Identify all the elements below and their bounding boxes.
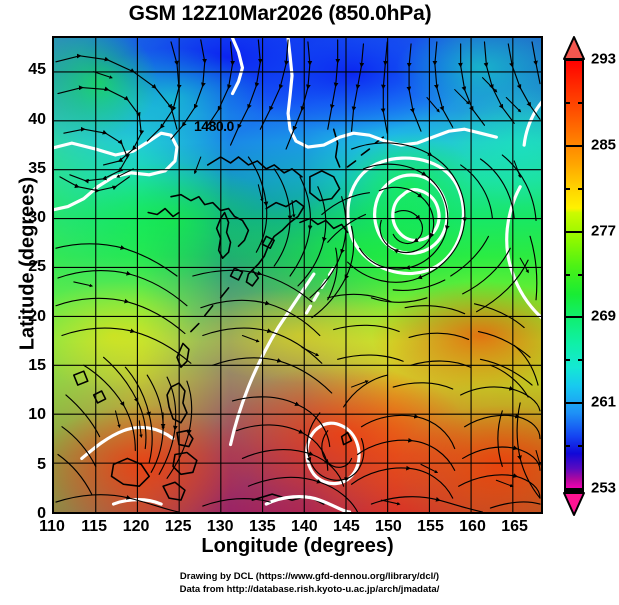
colorbar-tick-261 xyxy=(564,402,584,405)
x-tick-125: 125 xyxy=(164,518,192,535)
y-tick-5: 5 xyxy=(37,455,46,473)
y-tick-20: 20 xyxy=(28,307,46,325)
x-tick-115: 115 xyxy=(81,518,107,535)
streamline-layer xyxy=(55,39,541,512)
colorbar-minor-tick xyxy=(564,273,570,276)
colorbar-label-277: 277 xyxy=(591,222,617,240)
colorbar-minor-tick xyxy=(578,101,584,104)
colorbar-label-253: 253 xyxy=(591,479,617,497)
map-gridlines xyxy=(54,38,541,512)
x-tick-110: 110 xyxy=(39,518,65,535)
colorbar-label-285: 285 xyxy=(591,136,617,154)
map-plot-area: 1480.0 xyxy=(52,36,543,514)
colorbar-tick-277 xyxy=(564,230,584,233)
y-tick-45: 45 xyxy=(28,61,46,79)
height-contour-layer xyxy=(54,38,541,512)
colorbar-tick-253 xyxy=(564,488,584,490)
colorbar-minor-tick xyxy=(578,187,584,190)
contour-label: 1480.0 xyxy=(194,118,234,134)
footer-line-drawing: Drawing by DCL (https://www.gfd-dennou.o… xyxy=(179,571,440,582)
temperature-field-layer xyxy=(54,38,541,512)
temperature-streamline-map xyxy=(54,38,541,512)
x-tick-155: 155 xyxy=(417,518,444,535)
colorbar-minor-tick xyxy=(564,445,570,448)
y-tick-15: 15 xyxy=(28,357,46,375)
colorbar-minor-tick xyxy=(564,187,570,190)
x-tick-140: 140 xyxy=(290,518,318,535)
x-tick-120: 120 xyxy=(122,518,150,535)
colorbar-minor-tick xyxy=(564,359,570,362)
x-tick-130: 130 xyxy=(206,518,234,535)
y-tick-30: 30 xyxy=(28,209,46,227)
colorbar-over-cap xyxy=(563,36,585,60)
footer-line-data: Data from http://database.rish.kyoto-u.a… xyxy=(179,584,440,595)
colorbar-minor-tick xyxy=(564,101,570,104)
x-tick-135: 135 xyxy=(248,518,276,535)
colorbar-label-261: 261 xyxy=(591,393,617,411)
colorbar-under-cap xyxy=(563,492,585,516)
y-tick-40: 40 xyxy=(28,110,46,128)
colorbar: 293 285 277 269 261 253 xyxy=(563,36,616,516)
colorbar-label-269: 269 xyxy=(591,307,617,325)
x-tick-145: 145 xyxy=(333,518,360,535)
footer-credits: Drawing by DCL (https://www.gfd-dennou.o… xyxy=(0,570,619,596)
colorbar-tick-293 xyxy=(564,59,584,61)
colorbar-tick-269 xyxy=(564,316,584,319)
y-tick-10: 10 xyxy=(28,406,46,424)
y-tick-25: 25 xyxy=(28,258,46,276)
colorbar-label-293: 293 xyxy=(591,50,617,68)
colorbar-minor-tick xyxy=(578,445,584,448)
y-axis-title: Latitude (degrees) xyxy=(16,176,39,351)
x-tick-150: 150 xyxy=(375,518,402,535)
x-tick-160: 160 xyxy=(459,518,486,535)
x-axis-title: Longitude (degrees) xyxy=(201,535,394,557)
colorbar-tick-285 xyxy=(564,144,584,147)
y-tick-35: 35 xyxy=(28,159,46,177)
map-canvas: 1480.0 xyxy=(54,38,541,512)
colorbar-minor-tick xyxy=(578,359,584,362)
colorbar-minor-tick xyxy=(578,273,584,276)
x-tick-165: 165 xyxy=(501,518,528,535)
page-title: GSM 12Z10Mar2026 (850.0hPa) xyxy=(128,2,432,25)
y-tick-0: 0 xyxy=(37,505,46,522)
